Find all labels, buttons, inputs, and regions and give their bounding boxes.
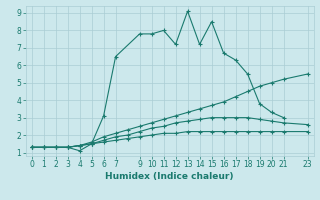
X-axis label: Humidex (Indice chaleur): Humidex (Indice chaleur) [105, 172, 234, 181]
